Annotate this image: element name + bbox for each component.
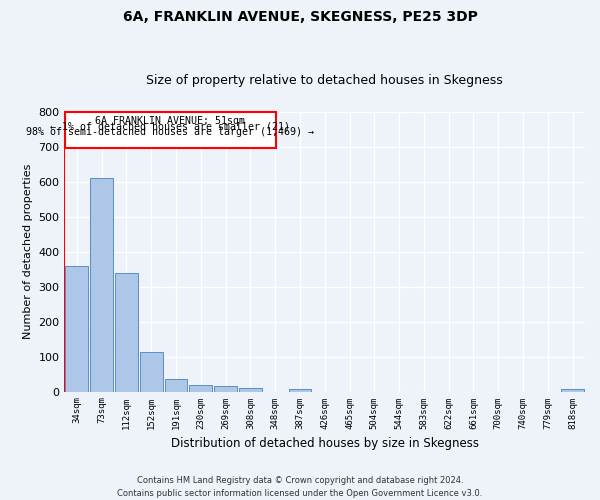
Bar [214,386,237,392]
Bar [164,379,187,392]
Text: 98% of semi-detached houses are larger (1,469) →: 98% of semi-detached houses are larger (… [26,127,314,137]
Bar [140,352,163,392]
Bar [115,274,138,392]
Text: ← 1% of detached houses are smaller (21): ← 1% of detached houses are smaller (21) [50,122,290,132]
Title: Size of property relative to detached houses in Skegness: Size of property relative to detached ho… [146,74,503,87]
Bar [65,266,88,392]
Bar [65,112,275,148]
Bar [190,384,212,392]
X-axis label: Distribution of detached houses by size in Skegness: Distribution of detached houses by size … [171,437,479,450]
Bar [289,389,311,392]
Text: 6A, FRANKLIN AVENUE, SKEGNESS, PE25 3DP: 6A, FRANKLIN AVENUE, SKEGNESS, PE25 3DP [122,10,478,24]
Bar [239,388,262,392]
Text: 6A FRANKLIN AVENUE: 51sqm: 6A FRANKLIN AVENUE: 51sqm [95,116,245,126]
Bar [90,178,113,392]
Bar [561,389,584,392]
Y-axis label: Number of detached properties: Number of detached properties [23,164,33,340]
Text: Contains HM Land Registry data © Crown copyright and database right 2024.
Contai: Contains HM Land Registry data © Crown c… [118,476,482,498]
